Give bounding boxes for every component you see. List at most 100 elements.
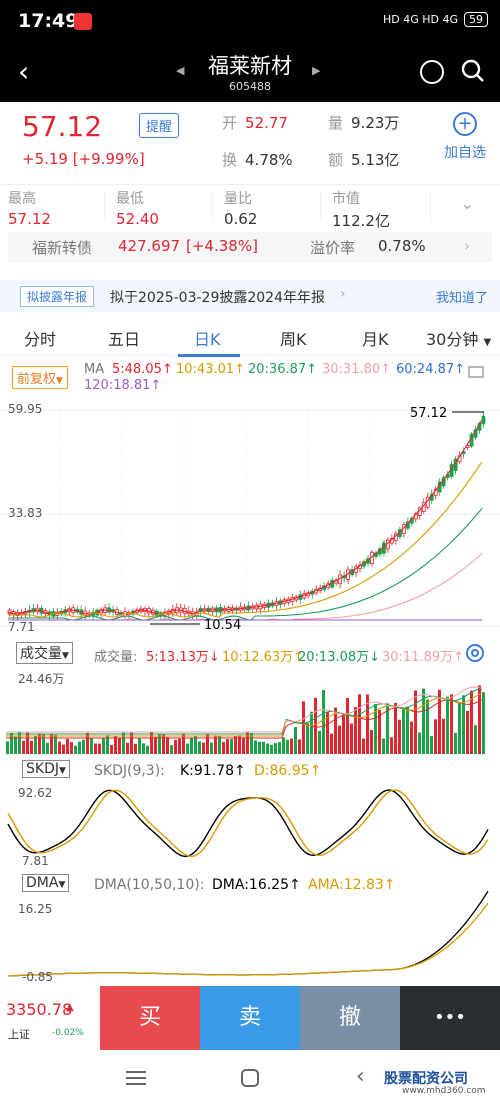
vol10-value: 10:12.63万↑ — [222, 650, 305, 665]
dma-line — [7, 890, 489, 977]
home-icon[interactable] — [240, 1068, 260, 1088]
volume-bar — [298, 739, 301, 754]
settings-gear-icon[interactable] — [464, 642, 486, 664]
more-button[interactable]: ••• — [400, 986, 500, 1050]
tab-five-day[interactable]: 五日 — [108, 330, 141, 349]
expand-chevron-icon[interactable]: ⌄ — [460, 194, 474, 213]
volume-bar — [262, 741, 265, 754]
notice-text[interactable]: 拟于2025-03-29披露2024年年报 — [110, 290, 325, 306]
notice-tag: 拟披露年报 — [20, 286, 95, 307]
volume-bar — [454, 732, 457, 754]
search-icon[interactable] — [460, 58, 486, 84]
ma60-value: 60:24.87↑ — [396, 362, 466, 377]
add-favorite-button[interactable]: + 加自选 — [444, 112, 486, 162]
tab-monthly-k[interactable]: 月K — [362, 330, 389, 349]
volume-bar — [66, 738, 69, 754]
volume-bar — [86, 732, 89, 754]
customer-service-icon[interactable] — [420, 60, 444, 84]
skdj-selector[interactable]: SKDJ▼ — [22, 760, 70, 778]
volume-bar — [470, 690, 473, 754]
ma-label: MA — [84, 362, 105, 377]
system-nav-bar: ‹ 股票配资公司 www.mhd360.com — [0, 1050, 500, 1111]
volume-bar — [54, 734, 57, 754]
next-stock-icon[interactable]: ▶ — [312, 64, 321, 77]
back-nav-icon[interactable]: ‹ — [356, 1064, 365, 1089]
ma30-value: 30:31.80↑ — [322, 362, 392, 377]
prev-stock-icon[interactable]: ◀ — [176, 64, 185, 77]
index-ticker[interactable]: 3350.78 ▲ 上证 -0.02% — [0, 986, 100, 1050]
back-icon[interactable]: ‹ — [18, 55, 30, 88]
sell-button[interactable]: 卖 — [200, 986, 300, 1050]
change-value: +5.19 — [22, 150, 68, 168]
tab-30min-label: 30分钟 — [426, 330, 479, 349]
change-pct: [+9.99%] — [72, 150, 145, 168]
bond-label: 福新转债 — [32, 239, 93, 257]
volume-chart[interactable]: 24.46万 — [0, 668, 500, 754]
volume-bar — [158, 733, 161, 754]
dma-selector[interactable]: DMA▼ — [22, 874, 70, 892]
skdj-title: SKDJ — [26, 761, 59, 777]
volume-bar — [202, 742, 205, 754]
volume-bar — [278, 742, 281, 754]
volume-bar — [282, 737, 285, 754]
volume-ma-line — [6, 686, 483, 733]
volume-bar — [22, 740, 25, 754]
volume-bar — [274, 743, 277, 754]
adjust-selector[interactable]: 前复权▼ — [12, 366, 68, 389]
volume-bar — [302, 701, 305, 754]
fullscreen-icon[interactable] — [468, 366, 484, 378]
volume-bar — [146, 745, 149, 754]
dma-panel[interactable]: DMA▼ DMA(10,50,10): DMA:16.25↑ AMA:12.83… — [0, 872, 500, 986]
ma120-value: 120:18.81↑ — [84, 378, 162, 393]
volume-axis-max: 24.46万 — [18, 672, 65, 686]
volume-bar — [214, 735, 217, 754]
ma-line — [8, 461, 483, 618]
bottom-actions: 3350.78 ▲ 上证 -0.02% 买 卖 撤 ••• — [0, 986, 500, 1050]
cancel-order-button[interactable]: 撤 — [300, 986, 400, 1050]
ma20-value: 20:36.87↑ — [248, 362, 318, 377]
tab-daily-k[interactable]: 日K — [194, 330, 221, 349]
volume-bar — [102, 738, 105, 754]
volume-bar — [406, 706, 409, 754]
tab-30min[interactable]: 30分钟 ▼ — [426, 326, 491, 350]
skdj-k-line — [7, 789, 489, 858]
tab-intraday[interactable]: 分时 — [24, 330, 57, 349]
volume-bar — [242, 737, 245, 754]
volume-bar — [354, 707, 357, 754]
skdj-svg — [7, 789, 489, 858]
volume-bar — [30, 740, 33, 754]
kline-chart[interactable]: 59.95 33.83 7.71 57.12 10.54 — [0, 398, 500, 634]
volume-bar — [174, 739, 177, 754]
volume-bar — [142, 743, 145, 754]
volume-bar — [190, 737, 193, 754]
buy-button[interactable]: 买 — [100, 986, 200, 1050]
alert-button[interactable]: 提醒 — [139, 113, 180, 138]
tab-weekly-k[interactable]: 周K — [280, 330, 307, 349]
volume-bar — [254, 740, 257, 754]
skdj-panel[interactable]: SKDJ▼ SKDJ(9,3): K:91.78↑ D:86.95↑ 92.62… — [0, 758, 500, 868]
menu-icon[interactable] — [126, 1070, 146, 1086]
volume-selector[interactable]: 成交量▼ — [16, 642, 73, 664]
bond-pct: [+4.38%] — [186, 237, 258, 255]
vol5-value: 5:13.13万↓ — [146, 650, 220, 665]
volume-arrow-icon: ▼ — [62, 651, 69, 661]
index-name: 上证 — [8, 1028, 30, 1041]
plus-icon: + — [453, 112, 477, 136]
notice-dismiss-button[interactable]: 我知道了 — [435, 291, 488, 306]
volume-bar — [18, 732, 21, 754]
volume-bar — [286, 739, 289, 754]
dropdown-arrow-icon: ▼ — [483, 337, 492, 348]
volume-bar — [110, 745, 113, 754]
status-right: HD 4G HD 4G 59 — [383, 12, 488, 27]
vol20-value: 20:13.08万↓ — [298, 650, 381, 665]
open-row: 开 52.77 — [222, 112, 288, 133]
convertible-bond-row[interactable]: 福新转债 427.697 [+4.38%] 溢价率 0.78% › — [8, 232, 492, 262]
volume-bar — [394, 702, 397, 754]
open-label: 开 — [222, 114, 238, 132]
volume-bar — [150, 732, 153, 754]
volume-bar — [434, 719, 437, 754]
volume-bar — [458, 702, 461, 754]
stat-high: 最高 57.12 — [8, 188, 51, 228]
volume-bar — [426, 699, 429, 754]
